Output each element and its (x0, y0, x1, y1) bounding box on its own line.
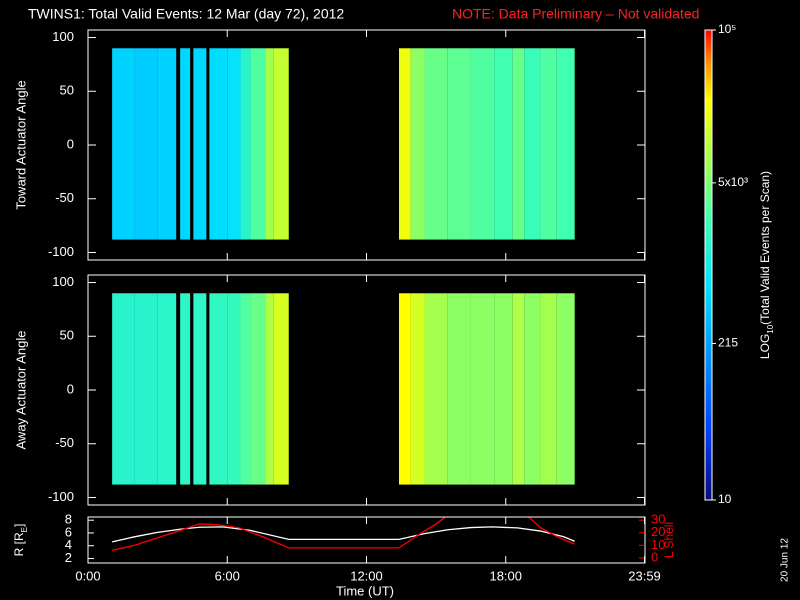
x-tick-label: 6:00 (215, 568, 240, 583)
heat-cell (227, 293, 241, 485)
heat-cell (494, 48, 513, 240)
colorbar-label-sub: 10 (766, 324, 775, 333)
heat-cell (398, 293, 411, 485)
heat-cell (273, 293, 289, 485)
y-tick-label: -50 (55, 190, 74, 205)
line (111, 517, 447, 552)
heat-cell (112, 293, 135, 485)
heat-cell (512, 48, 525, 240)
y2-tick-label: 0 (651, 549, 658, 564)
x-tick-label: 12:00 (350, 568, 383, 583)
heat-cell (265, 293, 274, 485)
line (527, 517, 575, 545)
y2-tick-label: 30 (651, 512, 665, 527)
heat-cell (193, 48, 207, 240)
y-tick-label: 100 (52, 29, 74, 44)
heat-cell (556, 293, 575, 485)
heat-cell (240, 293, 251, 485)
y2-tick-label: 20 (651, 524, 665, 539)
colorbar-label-part: (Total Valid Events per Scan) (758, 171, 772, 325)
colorbar (704, 29, 713, 501)
heat-cell (180, 293, 191, 485)
heat-cell (524, 48, 541, 240)
y-tick-label: 6 (65, 524, 72, 539)
heat-cell (410, 48, 425, 240)
colorbar-tick-label: 5x10³ (718, 175, 748, 189)
heat-cell (250, 48, 266, 240)
heat-cell (540, 293, 557, 485)
heat-cell (470, 48, 495, 240)
heat-cell (112, 48, 135, 240)
heat-cell (180, 48, 191, 240)
y-tick-label: 50 (60, 328, 74, 343)
heat-cell (157, 48, 177, 240)
colorbar-label: LOG10(Total Valid Events per Scan) (758, 171, 774, 359)
heat-cell (193, 293, 207, 485)
heat-cell (250, 293, 266, 485)
heat-cell (447, 48, 471, 240)
heat-cell (157, 293, 177, 485)
y-axis-label: R [RE] (12, 524, 28, 557)
heat-cell (134, 293, 158, 485)
heat-cell (540, 48, 557, 240)
line (111, 526, 575, 543)
heat-cell (470, 293, 495, 485)
y-tick-label: 0 (67, 381, 74, 396)
y-axis-label: Away Actuator Angle (13, 330, 28, 449)
y-tick-label: -50 (55, 435, 74, 450)
heat-cell (209, 293, 228, 485)
colorbar-tick-label: 215 (718, 336, 738, 350)
y-tick-label: 100 (52, 274, 74, 289)
y-axis-label-sub: E (20, 527, 29, 532)
y-axis-label: Toward Actuator Angle (13, 80, 28, 209)
heat-cell (265, 48, 274, 240)
heat-cell (556, 48, 575, 240)
heat-cell (494, 293, 513, 485)
x-tick-label: 23:59 (628, 568, 661, 583)
y-tick-label: -100 (48, 489, 74, 504)
heat-cell (398, 48, 411, 240)
y-tick-label: 2 (65, 550, 72, 565)
heat-cell (410, 293, 425, 485)
x-tick-label: 0:00 (75, 568, 100, 583)
y2-axis-label: L Shell (662, 522, 676, 558)
chart-title: TWINS1: Total Valid Events: 12 Mar (day … (28, 6, 344, 22)
y2-tick-label: 10 (651, 537, 665, 552)
date-stamp: 20 Jun 12 (780, 538, 791, 582)
colorbar-tick-label: 10⁵ (718, 22, 736, 36)
heat-cell (273, 48, 289, 240)
y-axis-label-part: R [R (12, 532, 26, 556)
y-tick-label: 0 (67, 136, 74, 151)
heat-cell (447, 293, 471, 485)
note: NOTE: Data Preliminary – Not validated (452, 6, 699, 22)
x-tick-label: 18:00 (489, 568, 522, 583)
y-tick-label: 4 (65, 537, 72, 552)
y-tick-label: 8 (65, 512, 72, 527)
heat-cell (134, 48, 158, 240)
x-axis-label: Time (UT) (336, 583, 394, 598)
heat-cell (240, 48, 251, 240)
colorbar-label-part: LOG (758, 334, 772, 359)
y-tick-label: -100 (48, 244, 74, 259)
colorbar-tick-label: 10 (718, 492, 732, 506)
y-axis-label-part: ] (12, 524, 26, 527)
heat-cell (424, 48, 448, 240)
heat-cell (424, 293, 448, 485)
heat-cell (227, 48, 241, 240)
heat-cell (524, 293, 541, 485)
y-tick-label: 50 (60, 83, 74, 98)
heat-cell (209, 48, 228, 240)
heat-cell (512, 293, 525, 485)
